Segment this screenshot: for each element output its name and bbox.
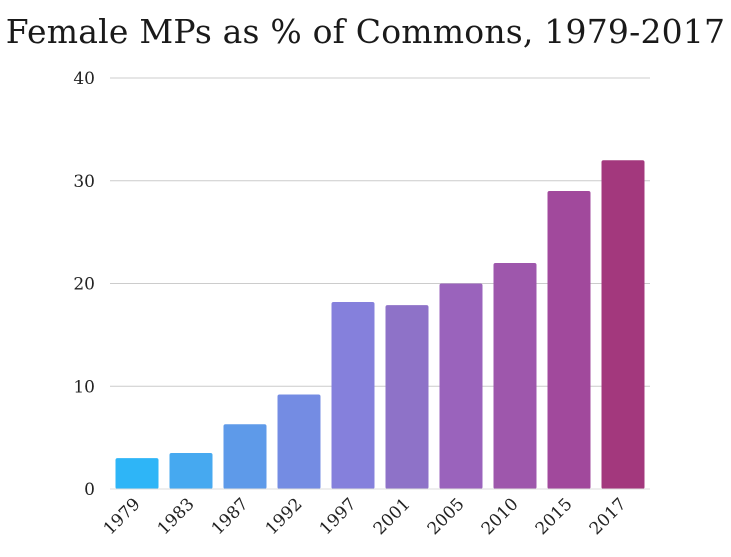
bar [277, 394, 321, 489]
y-tick-label: 0 [84, 480, 95, 500]
bar [169, 453, 213, 489]
x-tick-label: 2017 [586, 494, 631, 539]
x-tick-label: 1997 [316, 494, 361, 539]
x-tick-label: 2010 [478, 494, 523, 539]
y-tick-label: 30 [73, 172, 95, 192]
bar [115, 458, 159, 489]
bar [223, 424, 267, 489]
bar [547, 191, 591, 489]
x-tick-label: 1983 [154, 494, 199, 539]
x-tick-label: 2015 [532, 494, 577, 539]
x-tick-label: 2005 [424, 494, 469, 539]
bar [439, 283, 483, 489]
x-tick-label: 2001 [370, 494, 415, 539]
x-tick-label: 1979 [100, 494, 145, 539]
chart-title: Female MPs as % of Commons, 1979-2017 [5, 12, 726, 51]
y-tick-label: 10 [73, 377, 95, 397]
y-tick-label: 40 [73, 69, 95, 89]
bar [331, 301, 375, 489]
bar [385, 305, 429, 489]
x-tick-label: 1992 [262, 494, 307, 539]
x-tick-label: 1987 [208, 494, 253, 539]
y-tick-label: 20 [73, 275, 95, 295]
bar [493, 262, 537, 489]
bar [601, 160, 645, 489]
